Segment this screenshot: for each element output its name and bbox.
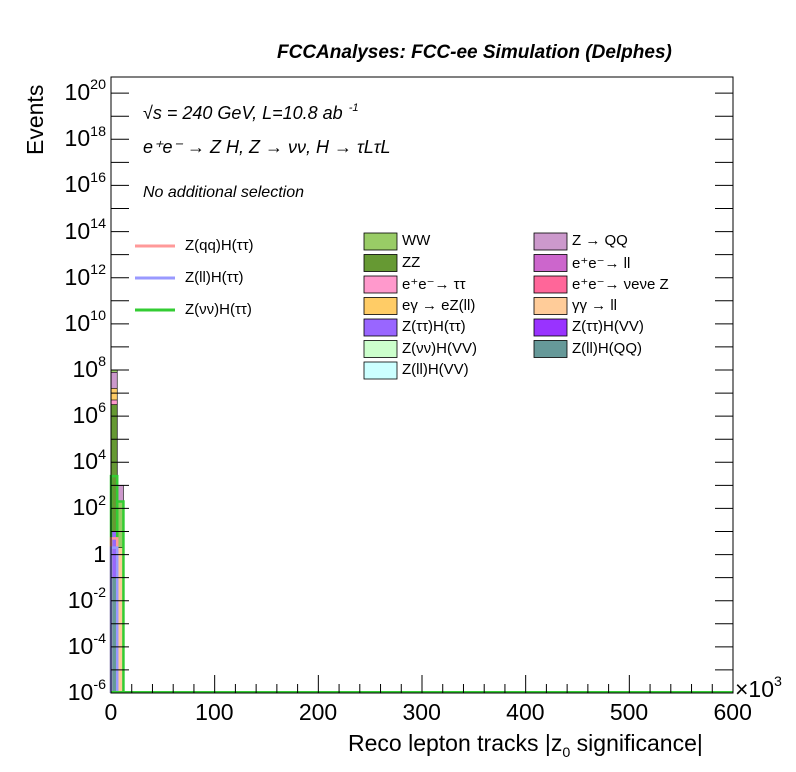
plot-header: FCCAnalyses: FCC-ee Simulation (Delphes): [277, 42, 672, 63]
y-axis-title: Events: [22, 84, 48, 155]
legend-bkg-label-2: e⁺e⁻→ ττ: [402, 276, 466, 293]
legend-swatches: [135, 232, 568, 380]
y-tick-label-5: 104: [72, 446, 106, 475]
energy-lumi-exponent: -1: [348, 101, 359, 114]
x-axis-title-main: Reco lepton tracks |z: [348, 730, 563, 756]
signal-lines: [109, 474, 733, 693]
legend-bkg-label-8: e⁺e⁻→ ll: [572, 254, 631, 272]
legend-bkg-label-11: Z(ττ)H(VV): [572, 318, 644, 335]
x-tick-label-100: 100: [195, 699, 234, 725]
legend-bkg-swatch-9: [533, 275, 568, 294]
legend-bkg-label-7: Z → QQ: [572, 232, 628, 249]
y-tick-label-6: 106: [72, 400, 106, 429]
y-tick-label-12: 1018: [64, 123, 106, 152]
legend-bkg-label-5: Z(νν)H(VV): [402, 339, 477, 357]
legend-bkg-label-12: Z(ll)H(QQ): [572, 339, 642, 357]
x-tick-label-600: 600: [713, 699, 752, 725]
legend-bkg-label-0: WW: [402, 232, 431, 249]
y-tick-label-9: 1012: [64, 262, 106, 290]
legend-bkg-swatch-4: [363, 318, 398, 337]
legend-bkg-label-6: Z(ll)H(VV): [402, 361, 469, 378]
legend-signal-label-0: Z(qq)H(ττ): [185, 237, 254, 254]
legend-bkg-label-10: γγ → ll: [572, 296, 617, 314]
legend-bkg-swatch-10: [533, 297, 568, 315]
legend-bkg-label-9: e⁺e⁻→ νeνe Z: [572, 276, 669, 293]
x-tick-label-400: 400: [506, 699, 545, 725]
legend-bkg-swatch-0: [363, 232, 398, 251]
y-tick-label-0: 10-6: [67, 677, 106, 705]
y-tick-label-7: 108: [72, 354, 106, 382]
energy-lumi-label: √s = 240 GeV, L=10.8 ab -1: [143, 101, 359, 124]
x-tick-label-300: 300: [402, 699, 441, 725]
y-tick-label-10: 1014: [64, 215, 106, 244]
selection-label: No additional selection: [143, 184, 304, 201]
energy-lumi-text: √s = 240 GeV, L=10.8 ab: [143, 103, 343, 123]
x-axis-title: Reco lepton tracks |z0 significance|: [348, 730, 703, 761]
legend-bkg-swatch-7: [533, 232, 568, 251]
legend-bkg-swatch-2: [363, 275, 398, 294]
legend-bkg-label-4: Z(ττ)H(ττ): [402, 318, 466, 335]
x-tick-label-0: 0: [104, 699, 118, 725]
y-tick-label-11: 1016: [64, 169, 106, 198]
process-label: e⁺e⁻ → Z H, Z → νν, H → τLτL: [143, 137, 391, 157]
y-tick-label-3: 1: [93, 540, 106, 567]
legend-signal-label-2: Z(νν)H(ττ): [185, 301, 252, 318]
legend-bkg-swatch-5: [363, 340, 398, 358]
legend-bkg-swatch-11: [533, 318, 568, 337]
x-tick-label-500: 500: [609, 699, 649, 725]
x-axis-multiplier-base: ×10: [735, 676, 775, 702]
x-axis-multiplier-exp: 3: [774, 674, 782, 691]
x-axis-multiplier: ×103: [735, 674, 782, 703]
legend-bkg-label-1: ZZ: [402, 253, 421, 271]
plot-frame: [110, 76, 734, 694]
x-tick-label-200: 200: [298, 699, 338, 725]
x-axis-title-sub: 0: [562, 745, 571, 762]
legend-bkg-swatch-1: [363, 254, 398, 272]
y-tick-label-8: 1010: [64, 308, 106, 336]
legend-bkg-swatch-6: [363, 361, 398, 380]
legend-bkg-swatch-3: [363, 297, 398, 315]
legend-signal-label-1: Z(ll)H(ττ): [185, 269, 244, 286]
x-axis-title-tail: significance|: [570, 730, 703, 756]
y-tick-label-13: 1020: [64, 77, 106, 106]
axes: [110, 76, 734, 694]
legend-bkg-swatch-8: [533, 254, 568, 272]
y-tick-label-1: 10-4: [67, 631, 106, 659]
legend-bkg-label-3: eγ → eZ(ll): [402, 296, 476, 314]
y-tick-label-4: 102: [72, 492, 106, 521]
y-tick-label-2: 10-2: [67, 585, 106, 613]
legend-bkg-swatch-12: [533, 340, 568, 358]
